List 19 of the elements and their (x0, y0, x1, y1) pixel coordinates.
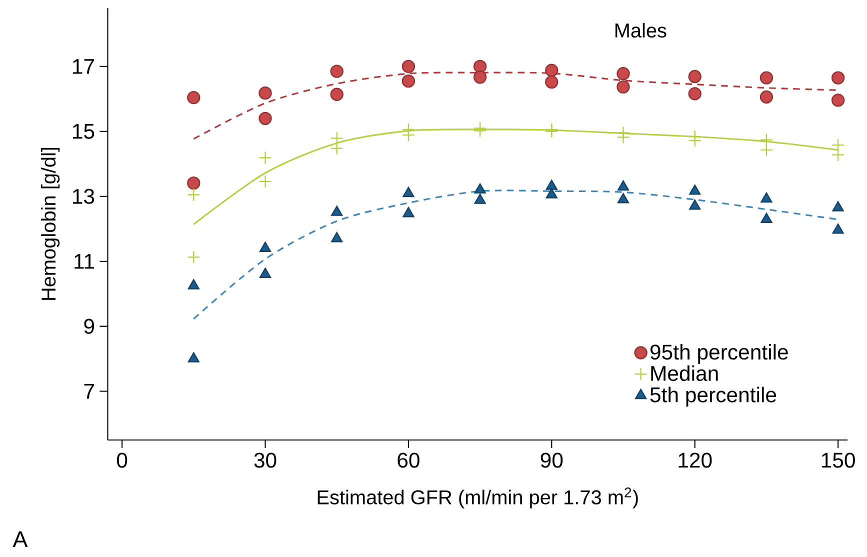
legend-label: Median (651, 365, 718, 382)
y-tick-label: 13 (73, 188, 94, 204)
text: Males (615, 22, 666, 38)
x-tick-label: 60 (398, 452, 420, 468)
x-tick-label: 90 (540, 452, 563, 468)
legend-label: 5th percentile (650, 386, 776, 407)
x-tick-label: 120 (678, 452, 712, 468)
legend-label: 95th percentile (650, 344, 788, 364)
y-axis-title: Hemoglobin [g/dl] (41, 148, 60, 300)
x-tick-label: 150 (822, 452, 855, 468)
x-tick-label: 30 (254, 452, 276, 468)
y-tick-label: 7 (84, 384, 94, 399)
y-tick-label: 11 (74, 254, 94, 269)
x-axis-title: Estimated GFR (ml/min per 1.73 m$^{2}$) (318, 488, 638, 508)
x-tick-label: 0 (116, 452, 128, 468)
y-tick-label: 15 (73, 124, 94, 139)
text: A (12, 531, 28, 547)
y-tick-label: 9 (84, 318, 94, 334)
y-tick-label: 17 (73, 59, 94, 74)
